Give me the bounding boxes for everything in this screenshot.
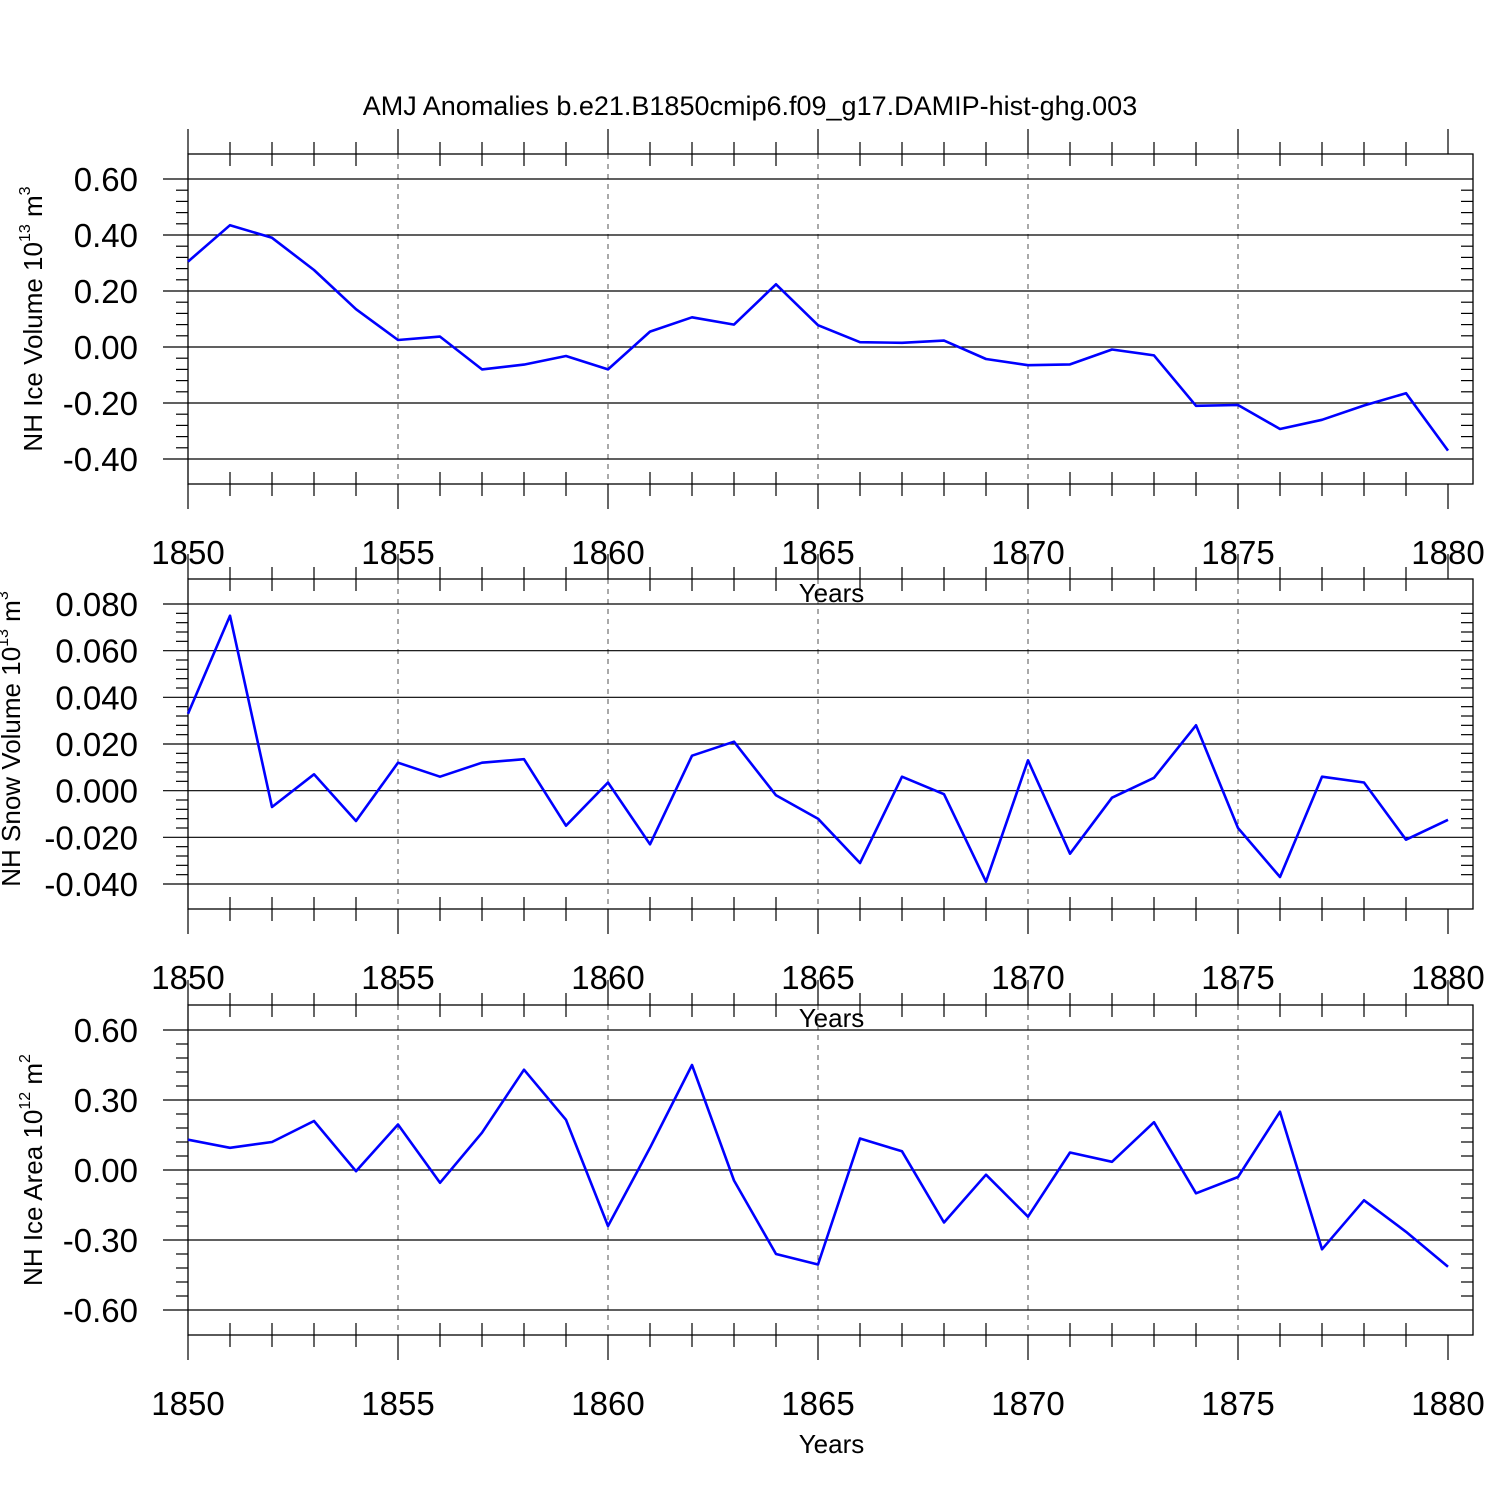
x-axis-title: Years: [799, 1429, 865, 1459]
y-tick-label: 0.60: [74, 161, 138, 198]
y-tick-label: 0.60: [74, 1012, 138, 1049]
y-tick-label: 0.080: [55, 586, 138, 623]
y-tick-label: -0.30: [63, 1222, 138, 1259]
series-line: [187, 1063, 1449, 1268]
y-tick-label: 0.040: [55, 679, 138, 716]
y-tick-label: -0.020: [44, 819, 138, 856]
y-tick-label: 0.00: [74, 329, 138, 366]
x-tick-label: 1870: [991, 1385, 1064, 1422]
y-tick-label: 0.00: [74, 1152, 138, 1189]
panels: -0.40 -0.20 0.00 0.20 0.40 0.60 1850 1855 1860 18…: [0, 129, 1485, 1459]
y-tick-label: 0.000: [55, 773, 138, 810]
y-axis-title: NH Ice Area 1012 m2: [17, 1054, 48, 1286]
x-tick-label: 1875: [1201, 1385, 1274, 1422]
y-tick-label: -0.60: [63, 1292, 138, 1329]
panel-3: -0.60 -0.30 0.00 0.30 0.60 1850 1855 1860 1865 18…: [17, 980, 1485, 1459]
y-tick-label: 0.20: [74, 273, 138, 310]
y-tick-label: 0.060: [55, 633, 138, 670]
x-tick-label: 1860: [571, 1385, 644, 1422]
y-axis-title: NH Ice Volume 1013 m3: [17, 186, 48, 451]
x-tick-label: 1865: [781, 1385, 854, 1422]
chart-title: AMJ Anomalies b.e21.B1850cmip6.f09_g17.D…: [363, 91, 1137, 121]
x-tick-label: 1880: [1411, 1385, 1484, 1422]
plot-frame: [187, 153, 1474, 485]
y-tick-label: -0.20: [63, 385, 138, 422]
y-tick-label: -0.40: [63, 441, 138, 478]
y-tick-label: 0.020: [55, 726, 138, 763]
y-tick-label: -0.040: [44, 866, 138, 903]
x-tick-label: 1850: [151, 1385, 224, 1422]
y-tick-label: 0.40: [74, 217, 138, 254]
series-line: [187, 223, 1450, 452]
y-axis-title: NH Snow Volume 1013 m3: [0, 591, 26, 887]
series-line: [186, 614, 1449, 884]
x-tick-label: 1855: [361, 1385, 434, 1422]
panel-2: -0.040-0.0200.0000.0200.0400.0600.080185…: [0, 554, 1485, 1033]
y-tick-label: 0.30: [74, 1082, 138, 1119]
x-axis-title: Years: [799, 1003, 865, 1033]
x-axis-title: Years: [799, 578, 865, 608]
